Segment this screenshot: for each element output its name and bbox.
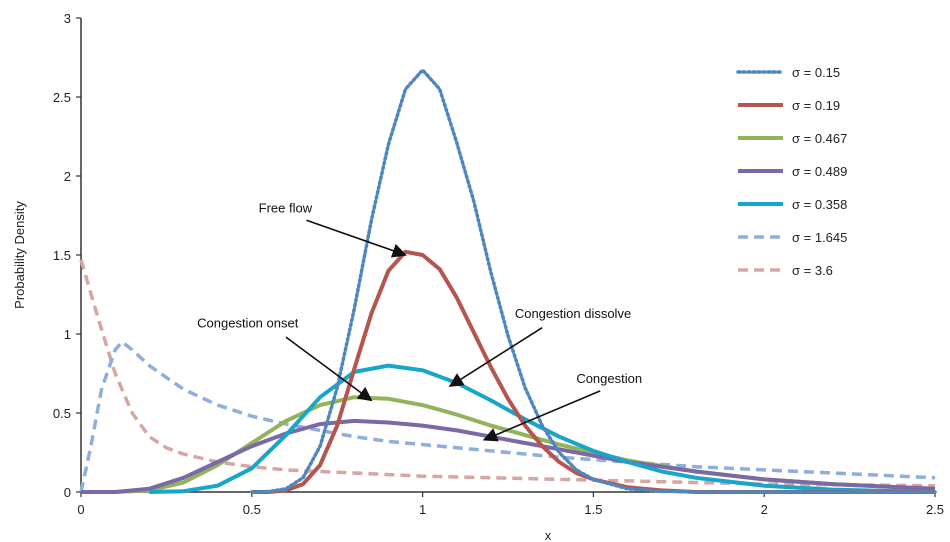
y-tick-label: 1	[64, 327, 71, 342]
axes	[80, 18, 935, 493]
legend-label: σ = 0.358	[792, 197, 847, 212]
legend-label: σ = 0.15	[792, 65, 840, 80]
annotation-label: Congestion onset	[197, 316, 299, 331]
x-tick-label: 1	[419, 502, 426, 517]
annotation-label: Congestion dissolve	[515, 306, 631, 321]
x-axis-ticks: 0 0.5 1 1.5 2 2.5	[77, 492, 944, 517]
y-tick-label: 0.5	[53, 406, 71, 421]
y-axis-ticks: 0 0.5 1 1.5 2 2.5 3	[53, 11, 81, 500]
series-line-6	[79, 259, 936, 488]
annotation-arrow	[482, 390, 601, 442]
legend-label: σ = 0.19	[792, 98, 840, 113]
legend: σ = 0.15 σ = 0.19 σ = 0.467 σ = 0.489 σ = 0.…	[736, 65, 847, 278]
legend-label: σ = 0.467	[792, 131, 847, 146]
x-tick-label: 0	[77, 502, 84, 517]
series-line-4	[149, 363, 936, 494]
y-axis-title: Probability Density	[12, 201, 27, 309]
series-line-3	[81, 418, 936, 494]
annotation-arrow	[285, 336, 373, 402]
x-tick-label: 2	[761, 502, 768, 517]
x-tick-label: 1.5	[584, 502, 602, 517]
y-tick-label: 2.5	[53, 90, 71, 105]
series-layer	[79, 68, 937, 494]
legend-label: σ = 1.645	[792, 230, 847, 245]
annotation-label: Congestion	[576, 371, 642, 386]
x-axis-title: x	[545, 528, 552, 542]
legend-label: σ = 0.489	[792, 164, 847, 179]
annotation-label: Free flow	[259, 200, 313, 215]
y-tick-label: 3	[64, 11, 71, 26]
y-tick-label: 1.5	[53, 248, 71, 263]
annotation-layer: Free flow Congestion onset Congestion diss…	[197, 200, 642, 442]
y-tick-label: 0	[64, 485, 71, 500]
x-tick-label: 0.5	[243, 502, 261, 517]
legend-label: σ = 3.6	[792, 263, 833, 278]
series-line-0	[250, 68, 937, 494]
y-tick-label: 2	[64, 169, 71, 184]
annotation-arrow	[448, 327, 543, 387]
x-tick-label: 2.5	[926, 502, 944, 517]
annotation-arrow	[306, 219, 407, 258]
